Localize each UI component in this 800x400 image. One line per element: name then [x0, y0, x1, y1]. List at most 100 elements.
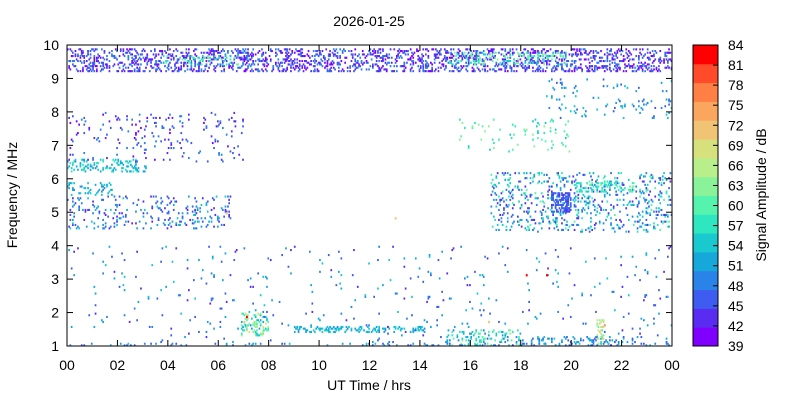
heatmap-cell	[482, 309, 485, 312]
heatmap-cell	[456, 336, 459, 339]
heatmap-cell	[345, 319, 348, 322]
heatmap-cell	[209, 50, 212, 53]
heatmap-cell	[140, 53, 142, 56]
heatmap-cell	[556, 218, 558, 221]
heatmap-cell	[596, 334, 599, 337]
heatmap-cell	[220, 223, 223, 226]
heatmap-cell	[556, 185, 558, 188]
heatmap-cell	[556, 65, 558, 68]
heatmap-cell	[664, 213, 667, 216]
heatmap-cell	[93, 162, 96, 165]
heatmap-cell	[513, 51, 515, 54]
heatmap-cell	[135, 56, 137, 59]
heatmap-cell	[147, 297, 150, 300]
heatmap-cell	[325, 65, 328, 68]
heatmap-cell	[592, 341, 595, 344]
heatmap-cell	[643, 299, 645, 302]
heatmap-cell	[505, 332, 508, 335]
heatmap-cell	[556, 203, 558, 206]
heatmap-cell	[200, 217, 203, 220]
heatmap-cell	[409, 330, 412, 333]
heatmap-cell	[461, 121, 464, 124]
heatmap-cell	[583, 187, 586, 190]
heatmap-cell	[282, 70, 285, 73]
heatmap-cell	[451, 344, 454, 347]
heatmap-cell	[486, 337, 489, 340]
heatmap-cell	[562, 198, 564, 201]
heatmap-cell	[277, 66, 280, 69]
heatmap-cell	[612, 290, 615, 293]
heatmap-cell	[194, 315, 196, 318]
heatmap-cell	[455, 55, 457, 58]
heatmap-cell	[576, 48, 578, 51]
heatmap-cell	[205, 225, 208, 228]
heatmap-cell	[375, 60, 378, 63]
heatmap-cell	[581, 217, 583, 220]
heatmap-cell	[573, 337, 576, 340]
heatmap-cell	[616, 203, 619, 206]
heatmap-cell	[587, 337, 590, 340]
heatmap-cell	[254, 60, 257, 63]
heatmap-cell	[175, 222, 178, 225]
heatmap-cell	[475, 63, 478, 66]
heatmap-cell	[668, 66, 670, 69]
heatmap-cell	[403, 65, 406, 68]
heatmap-cell	[479, 274, 481, 277]
heatmap-cell	[251, 56, 253, 59]
heatmap-cell	[658, 68, 660, 71]
heatmap-cell	[269, 48, 272, 51]
heatmap-cell	[480, 63, 483, 66]
heatmap-cell	[648, 56, 650, 59]
heatmap-cell	[568, 225, 571, 228]
heatmap-cell	[227, 195, 229, 198]
heatmap-cell	[578, 66, 581, 69]
heatmap-cell	[145, 66, 147, 69]
heatmap-cell	[419, 58, 422, 61]
heatmap-cell	[269, 259, 272, 262]
heatmap-cell	[123, 259, 126, 262]
heatmap-cell	[157, 207, 160, 210]
heatmap-cell	[263, 60, 266, 63]
heatmap-cell	[316, 70, 319, 73]
heatmap-cell	[547, 193, 549, 196]
heatmap-cell	[519, 58, 522, 61]
heatmap-cell	[79, 197, 82, 200]
heatmap-cell	[378, 68, 380, 71]
heatmap-cell	[590, 220, 592, 223]
heatmap-cell	[646, 270, 649, 273]
heatmap-cell	[156, 297, 159, 300]
heatmap-cell	[660, 195, 663, 198]
heatmap-cell	[230, 116, 233, 119]
heatmap-cell	[414, 61, 417, 64]
heatmap-cell	[562, 56, 564, 59]
heatmap-cell	[365, 344, 368, 347]
heatmap-cell	[595, 336, 597, 339]
heatmap-cell	[107, 215, 109, 218]
heatmap-cell	[658, 65, 660, 68]
heatmap-cell	[480, 302, 483, 305]
y-tick-label: 5	[51, 204, 59, 220]
heatmap-cell	[646, 63, 649, 66]
heatmap-cell	[92, 157, 94, 160]
heatmap-cell	[617, 182, 620, 185]
heatmap-cell	[280, 50, 282, 53]
heatmap-cell	[314, 58, 316, 61]
heatmap-cell	[396, 344, 398, 347]
heatmap-cell	[70, 267, 73, 270]
heatmap-cell	[169, 158, 171, 161]
heatmap-cell	[537, 197, 539, 200]
heatmap-cell	[556, 208, 558, 211]
heatmap-cell	[74, 50, 77, 53]
heatmap-cell	[435, 48, 437, 51]
heatmap-cell	[447, 329, 450, 332]
heatmap-cell	[529, 51, 532, 54]
heatmap-cell	[267, 325, 270, 328]
heatmap-cell	[97, 168, 99, 171]
heatmap-cell	[616, 182, 619, 185]
heatmap-cell	[431, 344, 433, 347]
heatmap-cell	[631, 182, 634, 185]
heatmap-cell	[398, 325, 401, 328]
heatmap-cell	[554, 207, 557, 210]
heatmap-cell	[517, 65, 519, 68]
heatmap-cell	[522, 51, 524, 54]
